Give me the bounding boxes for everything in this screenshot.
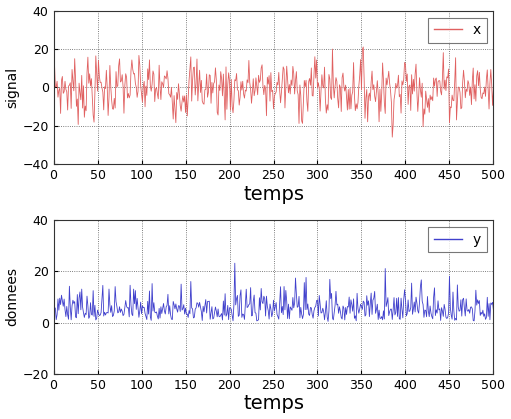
y bbox=[336, 311, 342, 316]
x bbox=[334, 79, 340, 84]
Y-axis label: donnees: donnees bbox=[6, 267, 19, 326]
y bbox=[325, 319, 331, 324]
Line: x: x bbox=[54, 47, 494, 137]
Legend: y: y bbox=[428, 227, 486, 252]
x bbox=[416, 75, 423, 80]
x bbox=[360, 44, 366, 49]
Line: y: y bbox=[54, 263, 494, 321]
x bbox=[491, 86, 497, 91]
y bbox=[416, 300, 423, 305]
y bbox=[51, 307, 57, 312]
y bbox=[178, 282, 184, 287]
x bbox=[389, 134, 396, 140]
y bbox=[231, 261, 238, 266]
x bbox=[159, 81, 166, 86]
Legend: x: x bbox=[428, 18, 486, 43]
y bbox=[211, 316, 217, 321]
x bbox=[211, 81, 217, 86]
X-axis label: temps: temps bbox=[243, 185, 304, 204]
x bbox=[178, 109, 184, 114]
y bbox=[341, 306, 347, 311]
x bbox=[339, 75, 345, 80]
y bbox=[491, 308, 497, 313]
y bbox=[159, 306, 166, 311]
x bbox=[51, 85, 57, 90]
X-axis label: temps: temps bbox=[243, 394, 304, 414]
Y-axis label: signal: signal bbox=[6, 67, 19, 108]
